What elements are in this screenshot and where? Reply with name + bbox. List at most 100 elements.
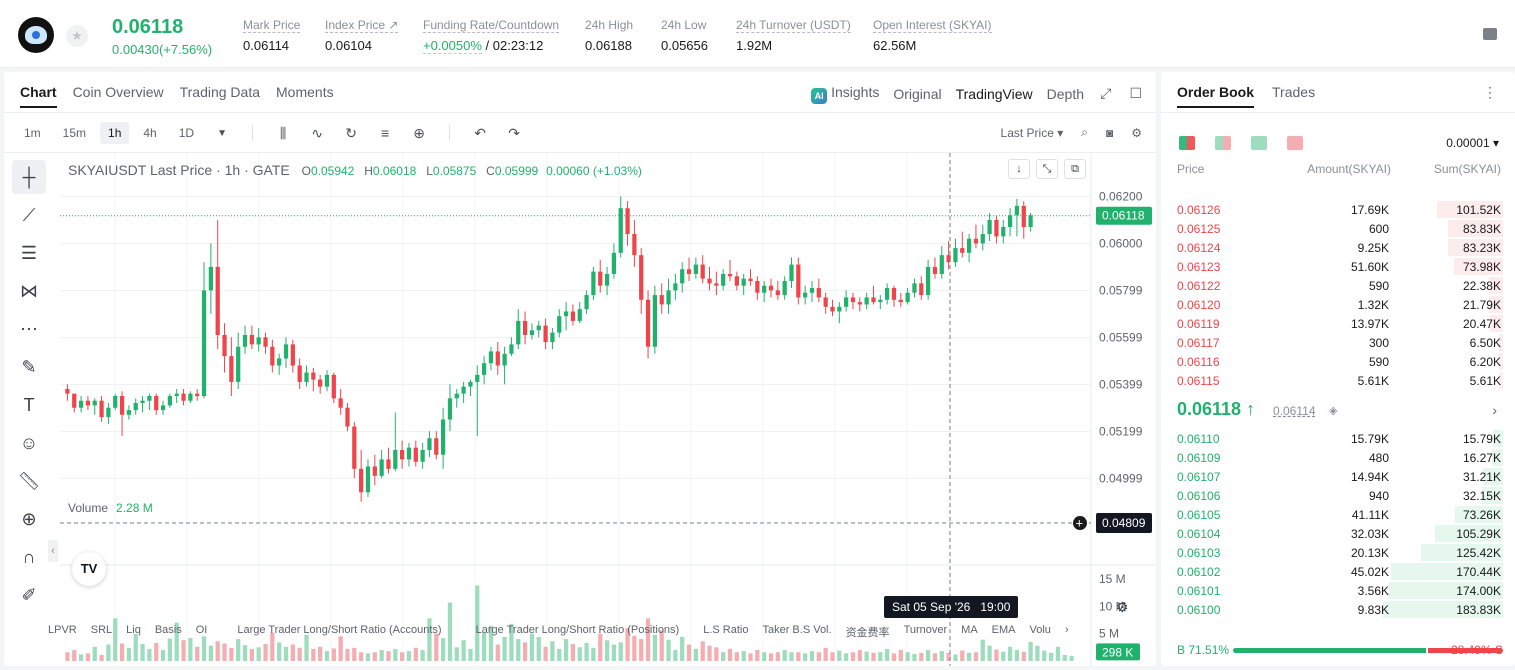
indicator-lpvr[interactable]: LPVR (48, 624, 77, 636)
bid-row[interactable]: 0.06101 3.56K 174.00K (1161, 581, 1515, 600)
book-icon[interactable] (1483, 28, 1497, 40)
magnet-icon[interactable]: ∩ (22, 546, 36, 567)
tab-moments[interactable]: Moments (276, 84, 334, 100)
bid-row[interactable]: 0.06110 15.79K 15.79K (1161, 429, 1515, 448)
add-alert-icon[interactable]: ⊕ (413, 124, 425, 141)
indicator-liq[interactable]: Liq (126, 624, 141, 636)
indicator-ltlsr-accounts[interactable]: Large Trader Long/Short Ratio (Accounts) (237, 624, 442, 636)
stat-mark-price[interactable]: Mark Price 0.06114 (243, 18, 301, 53)
more-icon[interactable]: ⋮ (1483, 84, 1497, 100)
bid-row[interactable]: 0.06104 32.03K 105.29K (1161, 524, 1515, 543)
candlestick-chart[interactable]: 0.06200 0.06000 0.05799 0.05599 0.05399 0.051… (4, 153, 1156, 666)
bid-row[interactable]: 0.06105 41.11K 73.26K (1161, 505, 1515, 524)
restore-icon[interactable]: ⧉ (1064, 159, 1086, 179)
last-price-select[interactable]: Last Price ▾ (1000, 125, 1064, 140)
tab-tradingview[interactable]: TradingView (955, 86, 1033, 102)
stat-index-price[interactable]: Index Price ↗ 0.06104 (325, 18, 399, 53)
tab-trades[interactable]: Trades (1272, 84, 1316, 100)
stat-open-interest[interactable]: Open Interest (SKYAI) 62.56M (873, 18, 992, 53)
volume-bar (891, 653, 897, 661)
arrow-down-icon[interactable]: ↓ (1008, 159, 1030, 179)
bid-row[interactable]: 0.06107 14.94K 31.21K (1161, 467, 1515, 486)
axis-settings-icon[interactable]: ⚙ (1116, 599, 1129, 615)
search-icon[interactable]: ⌕ (1081, 125, 1088, 139)
indicator-basis[interactable]: Basis (154, 624, 182, 636)
view-asks-icon[interactable] (1287, 136, 1303, 150)
ask-row[interactable]: 0.06117 300 6.50K (1161, 333, 1515, 352)
bid-row[interactable]: 0.06102 45.02K 170.44K (1161, 562, 1515, 581)
bid-row[interactable]: 0.06100 9.83K 183.83K (1161, 600, 1515, 619)
window-icon[interactable]: ☐ (1129, 85, 1142, 101)
tab-order-book[interactable]: Order Book (1177, 84, 1255, 108)
ask-row[interactable]: 0.06123 51.60K 73.98K (1161, 257, 1515, 276)
chevron-right-icon[interactable]: › (1064, 624, 1069, 636)
indicators-icon[interactable]: ∿ (311, 124, 323, 141)
indicator-ma[interactable]: MA (961, 624, 978, 636)
chevron-right-icon[interactable]: › (1492, 402, 1497, 418)
view-bids-icon[interactable] (1251, 136, 1267, 150)
stat-24h-turnover[interactable]: 24h Turnover (USDT) 1.92M (736, 18, 851, 53)
indicator-funding[interactable]: 资金费率 (845, 627, 890, 639)
tab-depth[interactable]: Depth (1046, 86, 1084, 102)
ruler-icon[interactable]: 📏︎ (17, 470, 41, 491)
tab-coin-overview[interactable]: Coin Overview (72, 84, 164, 100)
horizontal-lines-icon[interactable]: ☰ (20, 242, 38, 263)
pattern-icon[interactable]: ⋈ (20, 280, 38, 301)
ask-row[interactable]: 0.06116 590 6.20K (1161, 352, 1515, 371)
indicator-ema[interactable]: EMA (991, 624, 1016, 636)
text-icon[interactable]: T (23, 394, 35, 415)
timeframe-1m[interactable]: 1m (24, 126, 41, 140)
tab-original[interactable]: Original (893, 86, 942, 102)
collapse-icon[interactable]: ⤡ (1036, 159, 1058, 179)
ask-row[interactable]: 0.06115 5.61K 5.61K (1161, 371, 1515, 390)
ask-row[interactable]: 0.06119 13.97K 20.47K (1161, 314, 1515, 333)
bid-row[interactable]: 0.06106 940 32.15K (1161, 486, 1515, 505)
camera-icon[interactable]: ◙ (1105, 125, 1114, 140)
refresh-icon[interactable]: ↻ (345, 124, 357, 141)
collapse-sidebar-icon[interactable]: ‹ (48, 540, 58, 562)
crosshair-icon[interactable]: ┼ (12, 160, 46, 194)
fib-icon[interactable]: ⋯ (20, 318, 38, 339)
indicator-turnover[interactable]: Turnover (903, 624, 948, 636)
last-price: 0.06118 (112, 16, 184, 38)
timeframe-4h[interactable]: 4h (143, 126, 157, 140)
ask-row[interactable]: 0.06124 9.25K 83.23K (1161, 238, 1515, 257)
expand-icon[interactable]: ⤢ (1100, 85, 1112, 101)
precision-select[interactable]: 0.00001 ▾ (1446, 136, 1499, 150)
favorite-star-icon[interactable]: ★ (66, 25, 88, 47)
stat-funding-rate[interactable]: Funding Rate/Countdown +0.0050% / 02:23:… (423, 18, 560, 54)
ask-row[interactable]: 0.06122 590 22.38K (1161, 276, 1515, 295)
pencil-lock-icon[interactable]: ✐ (21, 584, 37, 605)
indicator-srl[interactable]: SRL (90, 624, 113, 636)
timeframe-1h[interactable]: 1h (100, 122, 130, 144)
gear-icon[interactable]: ⚙ (1131, 125, 1142, 140)
timeframe-15m[interactable]: 15m (62, 126, 87, 140)
view-both-icon[interactable] (1179, 136, 1195, 150)
tab-trading-data[interactable]: Trading Data (179, 84, 261, 100)
ask-row[interactable]: 0.06126 17.69K 101.52K (1161, 200, 1515, 219)
tab-insights[interactable]: AI Insights (811, 84, 879, 104)
undo-icon[interactable]: ↶ (474, 124, 486, 141)
chart-area[interactable]: 0.06200 0.06000 0.05799 0.05599 0.05399 0.051… (4, 153, 1156, 666)
indicator-oi[interactable]: OI (195, 624, 208, 636)
redo-icon[interactable]: ↷ (508, 124, 520, 141)
indicator-ltlsr-positions[interactable]: Large Trader Long/Short Ratio (Positions… (475, 624, 680, 636)
candle-type-icon[interactable]: ⫼ (279, 124, 287, 141)
ask-row[interactable]: 0.06125 600 83.83K (1161, 219, 1515, 238)
indicator-volume[interactable]: Volu (1029, 624, 1051, 636)
brush-icon[interactable]: ✎ (21, 356, 37, 377)
ask-row[interactable]: 0.06120 1.32K 21.79K (1161, 295, 1515, 314)
trend-line-icon[interactable]: ⟋ (22, 204, 36, 225)
bid-row[interactable]: 0.06103 20.13K 125.42K (1161, 543, 1515, 562)
bid-row[interactable]: 0.06109 480 16.27K (1161, 448, 1515, 467)
indicator-taker-vol[interactable]: Taker B.S Vol. (762, 624, 832, 636)
emoji-icon[interactable]: ☺ (19, 432, 39, 453)
templates-icon[interactable]: ≡ (380, 125, 390, 141)
indicator-ls-ratio[interactable]: L.S Ratio (703, 624, 749, 636)
zoom-in-icon[interactable]: ⊕ (21, 508, 37, 529)
tab-chart[interactable]: Chart (20, 84, 57, 108)
view-split-icon[interactable] (1215, 136, 1231, 150)
timeframe-dropdown-icon[interactable]: ▼ (217, 127, 228, 139)
timeframe-1d[interactable]: 1D (178, 126, 195, 140)
bid-depth-bar (1383, 601, 1503, 618)
